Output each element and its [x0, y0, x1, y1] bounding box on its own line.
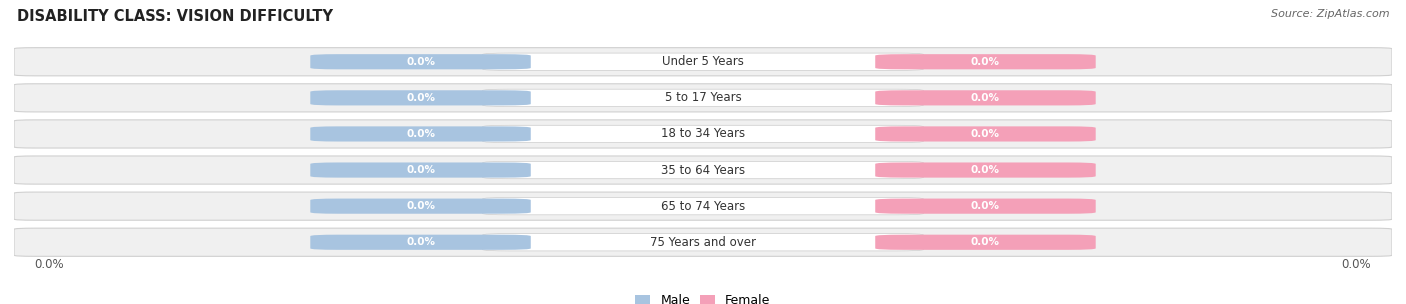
FancyBboxPatch shape	[875, 199, 1095, 214]
FancyBboxPatch shape	[311, 162, 531, 178]
FancyBboxPatch shape	[14, 120, 1392, 148]
Text: 0.0%: 0.0%	[972, 93, 1000, 103]
Text: 0.0%: 0.0%	[972, 57, 1000, 67]
Text: 0.0%: 0.0%	[406, 57, 434, 67]
Text: Under 5 Years: Under 5 Years	[662, 55, 744, 68]
Text: 0.0%: 0.0%	[972, 129, 1000, 139]
FancyBboxPatch shape	[875, 90, 1095, 105]
FancyBboxPatch shape	[875, 162, 1095, 178]
Text: 5 to 17 Years: 5 to 17 Years	[665, 91, 741, 104]
FancyBboxPatch shape	[14, 156, 1392, 184]
Text: 65 to 74 Years: 65 to 74 Years	[661, 200, 745, 213]
Text: DISABILITY CLASS: VISION DIFFICULTY: DISABILITY CLASS: VISION DIFFICULTY	[17, 9, 333, 24]
FancyBboxPatch shape	[482, 198, 924, 215]
FancyBboxPatch shape	[311, 90, 531, 105]
Text: 0.0%: 0.0%	[406, 93, 434, 103]
FancyBboxPatch shape	[482, 125, 924, 143]
Text: 0.0%: 0.0%	[35, 258, 65, 271]
FancyBboxPatch shape	[875, 235, 1095, 250]
Text: 0.0%: 0.0%	[406, 165, 434, 175]
FancyBboxPatch shape	[482, 53, 924, 71]
FancyBboxPatch shape	[482, 233, 924, 251]
Text: 0.0%: 0.0%	[1341, 258, 1371, 271]
Text: 0.0%: 0.0%	[406, 201, 434, 211]
FancyBboxPatch shape	[482, 89, 924, 106]
FancyBboxPatch shape	[311, 54, 531, 69]
Text: 0.0%: 0.0%	[972, 237, 1000, 247]
FancyBboxPatch shape	[311, 126, 531, 142]
FancyBboxPatch shape	[14, 48, 1392, 76]
Text: 18 to 34 Years: 18 to 34 Years	[661, 127, 745, 140]
Text: 75 Years and over: 75 Years and over	[650, 236, 756, 249]
FancyBboxPatch shape	[14, 228, 1392, 256]
Text: 0.0%: 0.0%	[406, 237, 434, 247]
FancyBboxPatch shape	[875, 54, 1095, 69]
Text: 35 to 64 Years: 35 to 64 Years	[661, 164, 745, 177]
FancyBboxPatch shape	[875, 126, 1095, 142]
Text: 0.0%: 0.0%	[406, 129, 434, 139]
FancyBboxPatch shape	[14, 192, 1392, 220]
FancyBboxPatch shape	[482, 161, 924, 179]
FancyBboxPatch shape	[311, 199, 531, 214]
Legend: Male, Female: Male, Female	[630, 289, 776, 304]
Text: Source: ZipAtlas.com: Source: ZipAtlas.com	[1271, 9, 1389, 19]
Text: 0.0%: 0.0%	[972, 201, 1000, 211]
FancyBboxPatch shape	[14, 84, 1392, 112]
Text: 0.0%: 0.0%	[972, 165, 1000, 175]
FancyBboxPatch shape	[311, 235, 531, 250]
